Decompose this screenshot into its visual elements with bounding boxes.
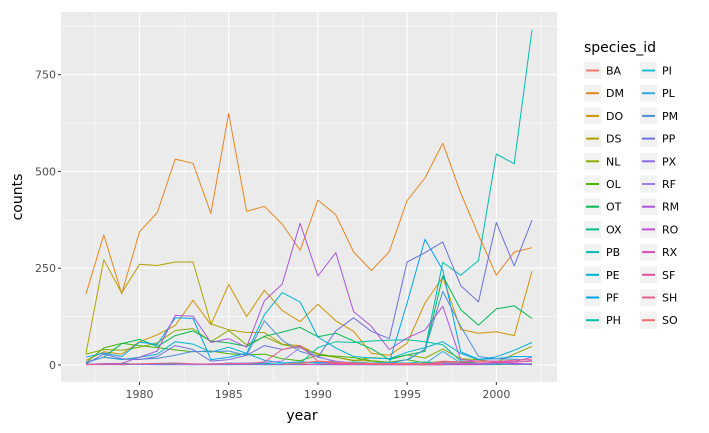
y-axis: 0 250 500 750: [35, 69, 61, 372]
x-tick-label: 1995: [393, 388, 421, 401]
y-axis-title: counts: [10, 174, 26, 221]
x-tick-label: 1990: [304, 388, 332, 401]
legend-label-pm: PM: [662, 110, 678, 123]
legend-label-pf: PF: [606, 292, 619, 305]
series-line-rm: [85, 222, 533, 365]
legend-label-rx: RX: [662, 246, 678, 259]
legend-label-so: SO: [662, 314, 678, 327]
legend-label-ds: DS: [606, 133, 621, 146]
legend-label-pl: PL: [662, 87, 676, 100]
legend-label-ph: PH: [606, 314, 621, 327]
major-gridlines: [61, 12, 557, 382]
legend-label-ol: OL: [606, 178, 622, 191]
legend-label-ox: OX: [606, 223, 622, 236]
series-line-pp: [85, 220, 533, 365]
legend-label-nl: NL: [606, 155, 621, 168]
legend-label-sh: SH: [662, 292, 677, 305]
series-line-ph: [103, 339, 532, 366]
series-line-sh: [85, 345, 533, 366]
x-axis: 1980 1985 1990 1995 2000: [126, 382, 510, 401]
legend-label-pp: PP: [662, 133, 676, 146]
legend-label-rf: RF: [662, 178, 676, 191]
y-tick-label: 750: [35, 69, 56, 82]
legend-label-ot: OT: [606, 201, 622, 214]
minor-gridlines: [61, 12, 557, 382]
series-line-pb: [406, 29, 533, 361]
legend-label-ba: BA: [606, 65, 622, 78]
legend-title: species_id: [584, 40, 656, 56]
x-tick-label: 1985: [215, 388, 243, 401]
legend-label-ro: RO: [662, 223, 679, 236]
x-tick-label: 1980: [126, 388, 154, 401]
legend-label-px: PX: [662, 155, 677, 168]
plot-panel: [61, 12, 557, 382]
legend-label-rm: RM: [662, 201, 679, 214]
y-tick-label: 250: [35, 262, 56, 275]
legend-label-dm: DM: [606, 87, 624, 100]
legend-label-pi: PI: [662, 65, 672, 78]
legend-label-pb: PB: [606, 246, 620, 259]
legend-label-do: DO: [606, 110, 623, 123]
x-tick-label: 2000: [482, 388, 510, 401]
y-tick-label: 500: [35, 165, 56, 178]
legend-label-pe: PE: [606, 269, 620, 282]
series-line-dm: [85, 112, 533, 295]
legend-label-sf: SF: [662, 269, 675, 282]
x-axis-title: year: [286, 408, 317, 424]
legend: species_id BA DM DO DS NL OL OT OX PB PE PF PH PI PL P…: [584, 40, 679, 329]
series-lines: [85, 29, 533, 366]
series-line-so: [282, 360, 443, 365]
y-tick-label: 0: [49, 359, 56, 372]
